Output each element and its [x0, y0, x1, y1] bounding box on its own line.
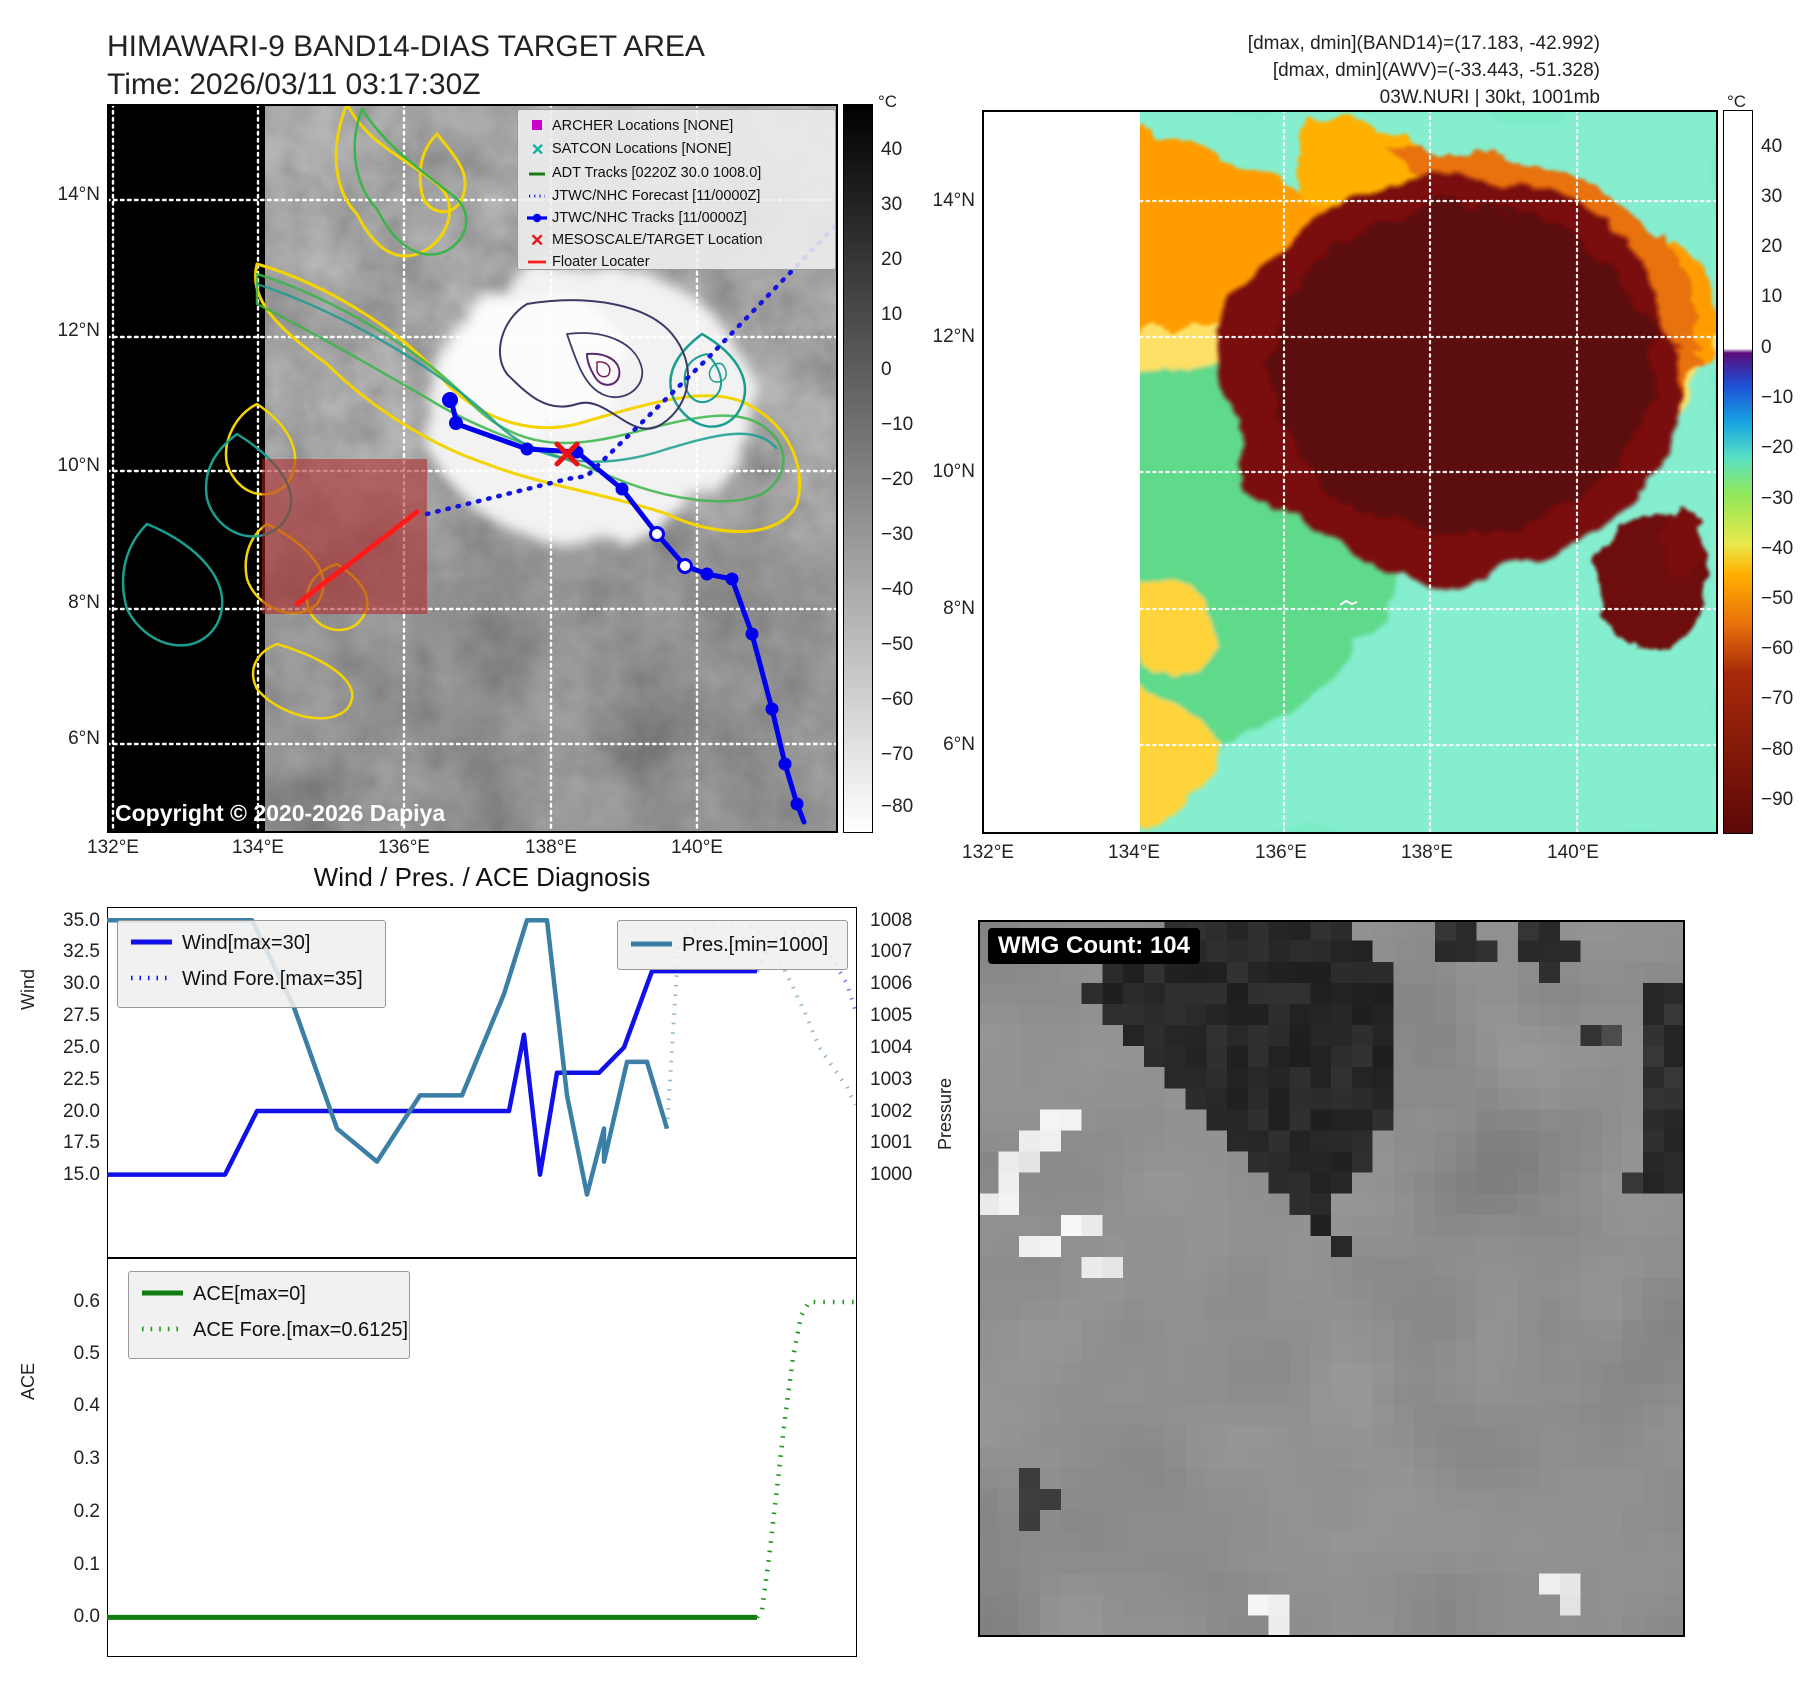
svg-text:−60: −60: [881, 689, 913, 710]
svg-text:0.6: 0.6: [74, 1291, 100, 1312]
svg-text:10°N: 10°N: [933, 461, 975, 482]
svg-text:SATCON Locations [NONE]: SATCON Locations [NONE]: [552, 141, 731, 157]
svg-text:20: 20: [881, 249, 902, 270]
svg-text:0.3: 0.3: [74, 1448, 100, 1469]
svg-text:10°N: 10°N: [58, 455, 100, 476]
svg-text:1000: 1000: [870, 1164, 912, 1185]
svg-text:132°E: 132°E: [87, 837, 139, 858]
svg-text:132°E: 132°E: [962, 842, 1014, 863]
svg-text:0: 0: [881, 359, 892, 380]
svg-text:−30: −30: [1761, 488, 1793, 509]
svg-text:20: 20: [1761, 236, 1782, 257]
svg-text:MESOSCALE/TARGET Location: MESOSCALE/TARGET Location: [552, 232, 763, 248]
svg-text:35.0: 35.0: [63, 910, 100, 931]
svg-text:30.0: 30.0: [63, 973, 100, 994]
svg-text:0.1: 0.1: [74, 1554, 100, 1575]
svg-text:−90: −90: [1761, 789, 1793, 810]
svg-text:−70: −70: [1761, 688, 1793, 709]
svg-text:−30: −30: [881, 524, 913, 545]
svg-text:−50: −50: [881, 634, 913, 655]
svg-text:ACE[max=0]: ACE[max=0]: [193, 1283, 306, 1305]
svg-text:−80: −80: [881, 796, 913, 817]
svg-text:−10: −10: [881, 414, 913, 435]
svg-text:ACE Fore.[max=0.6125]: ACE Fore.[max=0.6125]: [193, 1319, 408, 1341]
svg-text:Pres.[min=1000]: Pres.[min=1000]: [682, 934, 828, 956]
svg-text:40: 40: [881, 139, 902, 160]
svg-text:1005: 1005: [870, 1005, 912, 1026]
svg-text:140°E: 140°E: [671, 837, 723, 858]
svg-text:Copyright © 2020-2026 Dapiya: Copyright © 2020-2026 Dapiya: [115, 800, 445, 826]
svg-text:138°E: 138°E: [525, 837, 577, 858]
svg-text:30: 30: [1761, 186, 1782, 207]
svg-text:−40: −40: [881, 579, 913, 600]
svg-text:138°E: 138°E: [1401, 842, 1453, 863]
svg-text:8°N: 8°N: [943, 598, 975, 619]
svg-text:15.0: 15.0: [63, 1164, 100, 1185]
svg-text:ADT Tracks [0220Z 30.0 1008.0]: ADT Tracks [0220Z 30.0 1008.0]: [552, 165, 761, 181]
svg-text:−70: −70: [881, 744, 913, 765]
svg-text:6°N: 6°N: [943, 734, 975, 755]
svg-text:136°E: 136°E: [1255, 842, 1307, 863]
svg-text:−50: −50: [1761, 588, 1793, 609]
svg-text:136°E: 136°E: [378, 837, 430, 858]
svg-text:8°N: 8°N: [68, 592, 100, 613]
svg-text:20.0: 20.0: [63, 1101, 100, 1122]
svg-text:25.0: 25.0: [63, 1037, 100, 1058]
svg-text:32.5: 32.5: [63, 941, 100, 962]
svg-text:−40: −40: [1761, 538, 1793, 559]
svg-text:0: 0: [1761, 337, 1772, 358]
svg-text:0.4: 0.4: [74, 1395, 101, 1416]
svg-text:6°N: 6°N: [68, 728, 100, 749]
svg-text:134°E: 134°E: [1108, 842, 1160, 863]
svg-text:1002: 1002: [870, 1101, 912, 1122]
svg-text:10: 10: [1761, 286, 1782, 307]
svg-text:27.5: 27.5: [63, 1005, 100, 1026]
svg-text:134°E: 134°E: [232, 837, 284, 858]
svg-text:14°N: 14°N: [58, 184, 100, 205]
svg-text:0.2: 0.2: [74, 1501, 100, 1522]
svg-text:12°N: 12°N: [58, 320, 100, 341]
svg-text:1003: 1003: [870, 1069, 912, 1090]
svg-text:−60: −60: [1761, 638, 1793, 659]
svg-text:Floater Locater: Floater Locater: [552, 254, 650, 268]
svg-text:40: 40: [1761, 136, 1782, 157]
svg-text:Wind Fore.[max=35]: Wind Fore.[max=35]: [182, 968, 363, 990]
svg-text:−20: −20: [1761, 437, 1793, 458]
svg-text:Wind[max=30]: Wind[max=30]: [182, 932, 310, 954]
svg-text:12°N: 12°N: [933, 326, 975, 347]
svg-text:−80: −80: [1761, 739, 1793, 760]
svg-text:−10: −10: [1761, 387, 1793, 408]
svg-text:17.5: 17.5: [63, 1132, 100, 1153]
svg-text:JTWC/NHC Forecast [11/0000Z]: JTWC/NHC Forecast [11/0000Z]: [552, 188, 760, 204]
svg-text:0.5: 0.5: [74, 1343, 100, 1364]
svg-text:1001: 1001: [870, 1132, 912, 1153]
svg-text:30: 30: [881, 194, 902, 215]
svg-text:0.0: 0.0: [74, 1606, 100, 1627]
svg-text:✕: ✕: [530, 231, 544, 250]
svg-text:1006: 1006: [870, 973, 912, 994]
svg-text:1007: 1007: [870, 941, 912, 962]
svg-text:1008: 1008: [870, 910, 912, 931]
svg-text:✕: ✕: [531, 142, 544, 159]
svg-text:1004: 1004: [870, 1037, 913, 1058]
svg-text:22.5: 22.5: [63, 1069, 100, 1090]
svg-text:−20: −20: [881, 469, 913, 490]
svg-text:140°E: 140°E: [1547, 842, 1599, 863]
svg-text:14°N: 14°N: [933, 190, 975, 211]
svg-text:10: 10: [881, 304, 902, 325]
svg-text:ARCHER Locations [NONE]: ARCHER Locations [NONE]: [552, 118, 733, 134]
svg-text:JTWC/NHC Tracks [11/0000Z]: JTWC/NHC Tracks [11/0000Z]: [552, 210, 747, 226]
